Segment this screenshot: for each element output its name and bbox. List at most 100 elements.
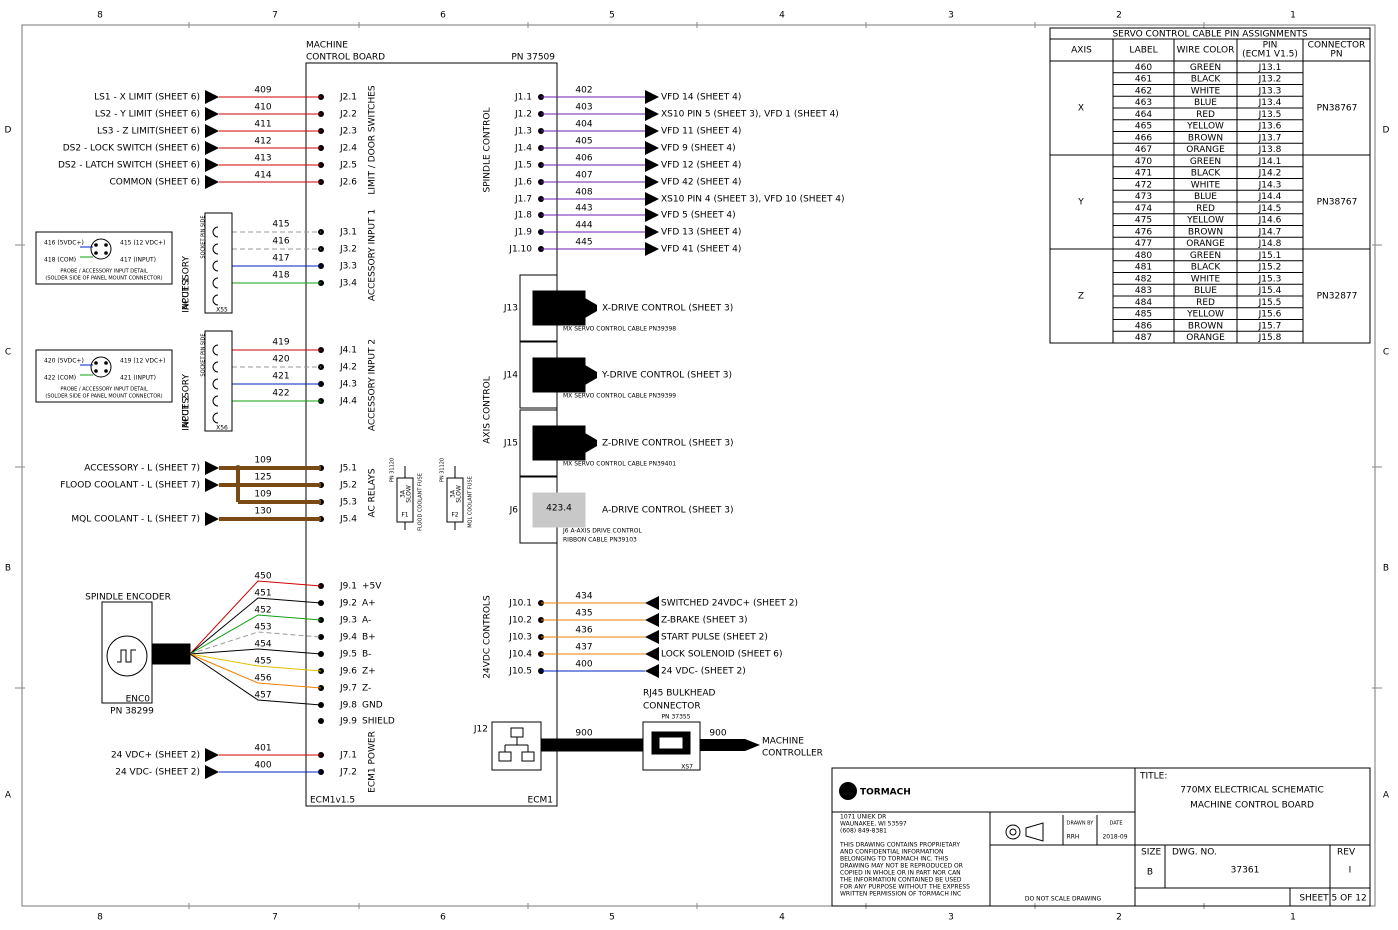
label: PN38767 (1317, 198, 1358, 208)
label: 486 (1135, 321, 1152, 331)
zone-label: 2 (1116, 11, 1122, 21)
plug (585, 298, 597, 318)
label: J13 (503, 304, 518, 314)
terminal (212, 378, 219, 390)
pin-label: J1.4 (514, 144, 532, 154)
zone-label: B (1383, 564, 1389, 574)
label: PROBE / ACCESSORY INPUT DETAIL (60, 387, 148, 393)
label: COPIED IN WHOLE OR IN PART NOR CAN (840, 870, 961, 877)
pin-label: J3.1 (339, 228, 357, 238)
label: X55 (216, 307, 228, 314)
label: BLACK (1191, 169, 1222, 179)
label: J14.6 (1258, 216, 1282, 226)
terminal (212, 361, 219, 373)
wire (189, 614, 322, 655)
wire-label: 436 (575, 626, 592, 636)
wire-destination: VFD 9 (SHEET 4) (661, 144, 736, 154)
label: RRH (1067, 834, 1080, 841)
label: Z (1078, 292, 1084, 302)
pin-label: J7.2 (339, 768, 357, 778)
arrow (645, 124, 659, 138)
label: J15.8 (1258, 333, 1282, 343)
label: ACCESSORY (182, 374, 192, 428)
arrow (645, 141, 659, 155)
label: J13.1 (1258, 63, 1282, 73)
wire-destination: ACCESSORY - L (SHEET 7) (84, 464, 200, 474)
wire-label: 408 (575, 188, 592, 198)
terminal (212, 226, 219, 238)
wire-label: 400 (575, 660, 592, 670)
pin-label: J10.4 (508, 650, 532, 660)
label: 2018-09 (1102, 834, 1127, 841)
label: 470 (1135, 157, 1152, 167)
label: 474 (1135, 204, 1152, 214)
label: 3A (450, 489, 457, 498)
label: 483 (1135, 286, 1152, 296)
connector-pin (94, 243, 98, 247)
connector-pin (104, 369, 108, 373)
label: RED (1196, 110, 1215, 120)
label: YELLOW (1186, 122, 1224, 132)
border (21, 24, 1376, 907)
label: ENC0 (126, 695, 151, 705)
label: J13.2 (1258, 75, 1282, 85)
arrow (645, 175, 659, 189)
label: DWG. NO. (1172, 848, 1217, 858)
arrow (645, 664, 659, 678)
label: 422 (COM) (44, 375, 76, 382)
arrow (645, 192, 659, 206)
wire-destination: VFD 13 (SHEET 4) (661, 228, 741, 238)
section-label: AXIS CONTROL (483, 376, 493, 444)
connector-label: A-DRIVE CONTROL (SHEET 3) (602, 506, 734, 516)
label: J13.4 (1258, 98, 1282, 108)
label: 460 (1135, 63, 1152, 73)
wire-label: 404 (575, 120, 592, 130)
label: J13.7 (1258, 133, 1282, 143)
label: J15.6 (1258, 310, 1282, 320)
pin-label: J4.3 (339, 380, 357, 390)
arrow (205, 90, 219, 104)
wire-destination: XS10 PIN 5 (SHEET 3), VFD 1 (SHEET 4) (661, 110, 839, 120)
label: 420 (5VDC+) (44, 358, 84, 365)
label: 1071 UNIEK DR (840, 814, 886, 821)
label: J15.5 (1258, 298, 1282, 308)
pin-label: J10.3 (508, 633, 532, 643)
pin-label: J2.1 (339, 93, 357, 103)
wire-destination: VFD 14 (SHEET 4) (661, 93, 741, 103)
signal-label: B- (362, 650, 371, 660)
wire-label: 453 (254, 623, 271, 633)
signal-label: A- (362, 616, 371, 626)
connector (532, 492, 586, 528)
label: WAUNAKEE, WI 53597 (840, 821, 907, 828)
label: YELLOW (1186, 310, 1224, 320)
label: THE INFORMATION CONTAINED BE USED (839, 877, 962, 884)
arrow (645, 107, 659, 121)
pin (318, 634, 324, 640)
wire (189, 648, 322, 655)
wire-label: 437 (575, 643, 592, 653)
wire-label: 403 (575, 103, 592, 113)
wire-destination: LOCK SOLENOID (SHEET 6) (661, 650, 783, 660)
wire-destination: LS3 - Z LIMIT(SHEET 6) (97, 127, 200, 137)
pin-label: J2.3 (339, 127, 357, 137)
connector (532, 425, 586, 461)
arrow (645, 225, 659, 239)
label: 419 (12 VDC+) (120, 358, 166, 365)
label: CONTROLLER (762, 749, 823, 759)
terminal (212, 412, 219, 424)
label: PIN (1263, 41, 1278, 51)
label: WIRE COLOR (1177, 46, 1235, 56)
label: AND CONFIDENTIAL INFORMATION (840, 849, 944, 856)
wire-label: 454 (254, 640, 271, 650)
wire-label: 435 (575, 609, 592, 619)
label: 476 (1135, 227, 1152, 237)
label: 487 (1135, 333, 1152, 343)
arrow (205, 175, 219, 189)
label: J14 (503, 371, 518, 381)
label: BROWN (1188, 133, 1223, 143)
cable (540, 738, 644, 752)
wire (189, 597, 322, 655)
zone-label: 5 (609, 913, 615, 923)
wire-destination: COMMON (SHEET 6) (109, 178, 200, 188)
